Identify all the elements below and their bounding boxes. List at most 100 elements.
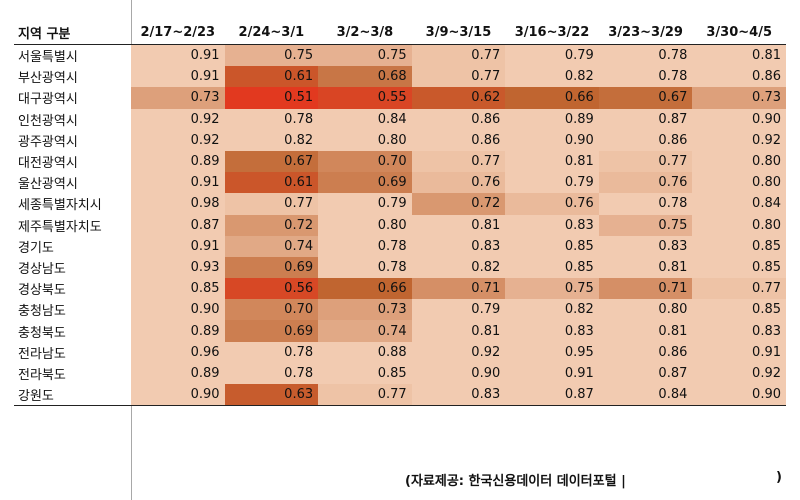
- heatmap-cell: 0.81: [411, 214, 506, 236]
- heatmap-cell: 0.80: [692, 214, 786, 236]
- region-label: 강원도: [14, 384, 131, 407]
- heatmap-cell: 0.78: [318, 235, 412, 257]
- heatmap-cell: 0.51: [224, 87, 319, 109]
- heatmap-cell: 0.86: [598, 341, 693, 363]
- column-header: 3/23~3/29: [598, 20, 693, 45]
- heatmap-cell: 0.91: [131, 44, 225, 67]
- heatmap-cell: 0.92: [692, 362, 786, 384]
- region-label: 서울특별시: [14, 44, 131, 67]
- heatmap-cell: 0.69: [318, 172, 412, 194]
- heatmap-cell: 0.72: [411, 193, 506, 215]
- region-label: 울산광역시: [14, 172, 131, 194]
- heatmap-cell: 0.77: [598, 150, 693, 173]
- heatmap-cell: 0.77: [411, 66, 506, 88]
- heatmap-cell: 0.87: [505, 384, 599, 407]
- table-row: 부산광역시 0.91 0.61 0.68 0.77 0.82 0.78 0.86: [14, 66, 786, 88]
- region-label: 부산광역시: [14, 66, 131, 88]
- heatmap-cell: 0.83: [598, 235, 693, 257]
- region-header: 지역 구분: [14, 20, 131, 45]
- region-label: 경상남도: [14, 256, 131, 279]
- heatmap-cell: 0.83: [411, 384, 506, 407]
- source-note: (자료제공: 한국신용데이터 데이터포털 |: [405, 474, 626, 489]
- region-label: 전라남도: [14, 341, 131, 363]
- heatmap-cell: 0.86: [411, 129, 506, 151]
- region-label: 충청남도: [14, 299, 131, 321]
- heatmap-cell: 0.90: [411, 362, 506, 384]
- heatmap-cell: 0.73: [318, 299, 412, 321]
- heatmap-cell: 0.67: [224, 150, 319, 173]
- heatmap-cell: 0.69: [224, 320, 319, 342]
- heatmap-cell: 0.89: [131, 362, 225, 384]
- column-header: 2/17~2/23: [131, 20, 225, 45]
- heatmap-table-container: 지역 구분 2/17~2/23 2/24~3/1 3/2~3/8 3/9~3/15 3/…: [14, 20, 786, 407]
- heatmap-cell: 0.81: [505, 150, 599, 173]
- table-row: 강원도 0.90 0.63 0.77 0.83 0.87 0.84 0.90: [14, 384, 786, 407]
- heatmap-cell: 0.89: [505, 108, 599, 130]
- heatmap-cell: 0.79: [505, 172, 599, 194]
- heatmap-cell: 0.81: [598, 320, 693, 342]
- heatmap-cell: 0.90: [131, 384, 225, 407]
- heatmap-cell: 0.85: [505, 256, 599, 279]
- table-row: 세종특별자치시 0.98 0.77 0.79 0.72 0.76 0.78 0.84: [14, 193, 786, 215]
- table-row: 광주광역시 0.92 0.82 0.80 0.86 0.90 0.86 0.92: [14, 129, 786, 151]
- heatmap-cell: 0.75: [505, 278, 599, 300]
- heatmap-cell: 0.71: [598, 278, 693, 300]
- region-label: 대전광역시: [14, 150, 131, 173]
- heatmap-cell: 0.75: [318, 44, 412, 67]
- column-header: 3/30~4/5: [692, 20, 786, 45]
- heatmap-cell: 0.92: [131, 108, 225, 130]
- heatmap-cell: 0.82: [505, 66, 599, 88]
- heatmap-cell: 0.81: [411, 320, 506, 342]
- heatmap-cell: 0.86: [692, 66, 786, 88]
- heatmap-cell: 0.77: [692, 278, 786, 300]
- region-label: 제주특별자치도: [14, 214, 131, 236]
- heatmap-cell: 0.78: [224, 362, 319, 384]
- heatmap-cell: 0.91: [131, 172, 225, 194]
- heatmap-cell: 0.91: [692, 341, 786, 363]
- heatmap-cell: 0.95: [505, 341, 599, 363]
- heatmap-cell: 0.92: [692, 129, 786, 151]
- heatmap-cell: 0.84: [318, 108, 412, 130]
- region-label: 충청북도: [14, 320, 131, 342]
- heatmap-cell: 0.89: [131, 320, 225, 342]
- heatmap-cell: 0.75: [224, 44, 319, 67]
- heatmap-cell: 0.88: [318, 341, 412, 363]
- heatmap-cell: 0.72: [224, 214, 319, 236]
- heatmap-cell: 0.85: [505, 235, 599, 257]
- heatmap-cell: 0.79: [318, 193, 412, 215]
- heatmap-cell: 0.80: [318, 129, 412, 151]
- heatmap-cell: 0.56: [224, 278, 319, 300]
- table-row: 경상남도 0.93 0.69 0.78 0.82 0.85 0.81 0.85: [14, 256, 786, 279]
- heatmap-cell: 0.78: [224, 341, 319, 363]
- heatmap-cell: 0.82: [411, 256, 506, 279]
- heatmap-cell: 0.85: [692, 256, 786, 279]
- heatmap-cell: 0.83: [505, 320, 599, 342]
- heatmap-cell: 0.90: [131, 299, 225, 321]
- heatmap-cell: 0.98: [131, 193, 225, 215]
- column-header: 2/24~3/1: [224, 20, 319, 45]
- column-header: 3/2~3/8: [318, 20, 412, 45]
- heatmap-cell: 0.92: [131, 129, 225, 151]
- heatmap-cell: 0.78: [598, 44, 693, 67]
- heatmap-cell: 0.55: [318, 87, 412, 109]
- heatmap-cell: 0.91: [505, 362, 599, 384]
- heatmap-cell: 0.62: [411, 87, 506, 109]
- heatmap-cell: 0.85: [692, 299, 786, 321]
- header-row: 지역 구분 2/17~2/23 2/24~3/1 3/2~3/8 3/9~3/15 3/…: [14, 20, 786, 45]
- heatmap-cell: 0.77: [411, 44, 506, 67]
- heatmap-cell: 0.77: [318, 384, 412, 407]
- heatmap-cell: 0.92: [411, 341, 506, 363]
- heatmap-cell: 0.79: [411, 299, 506, 321]
- heatmap-cell: 0.71: [411, 278, 506, 300]
- heatmap-cell: 0.80: [598, 299, 693, 321]
- heatmap-cell: 0.74: [318, 320, 412, 342]
- table-row: 전라남도 0.96 0.78 0.88 0.92 0.95 0.86 0.91: [14, 341, 786, 363]
- region-label: 광주광역시: [14, 129, 131, 151]
- heatmap-cell: 0.86: [598, 129, 693, 151]
- heatmap-cell: 0.76: [411, 172, 506, 194]
- heatmap-cell: 0.73: [692, 87, 786, 109]
- heatmap-cell: 0.89: [131, 150, 225, 173]
- region-label: 인천광역시: [14, 108, 131, 130]
- heatmap-cell: 0.80: [692, 150, 786, 173]
- heatmap-cell: 0.68: [318, 66, 412, 88]
